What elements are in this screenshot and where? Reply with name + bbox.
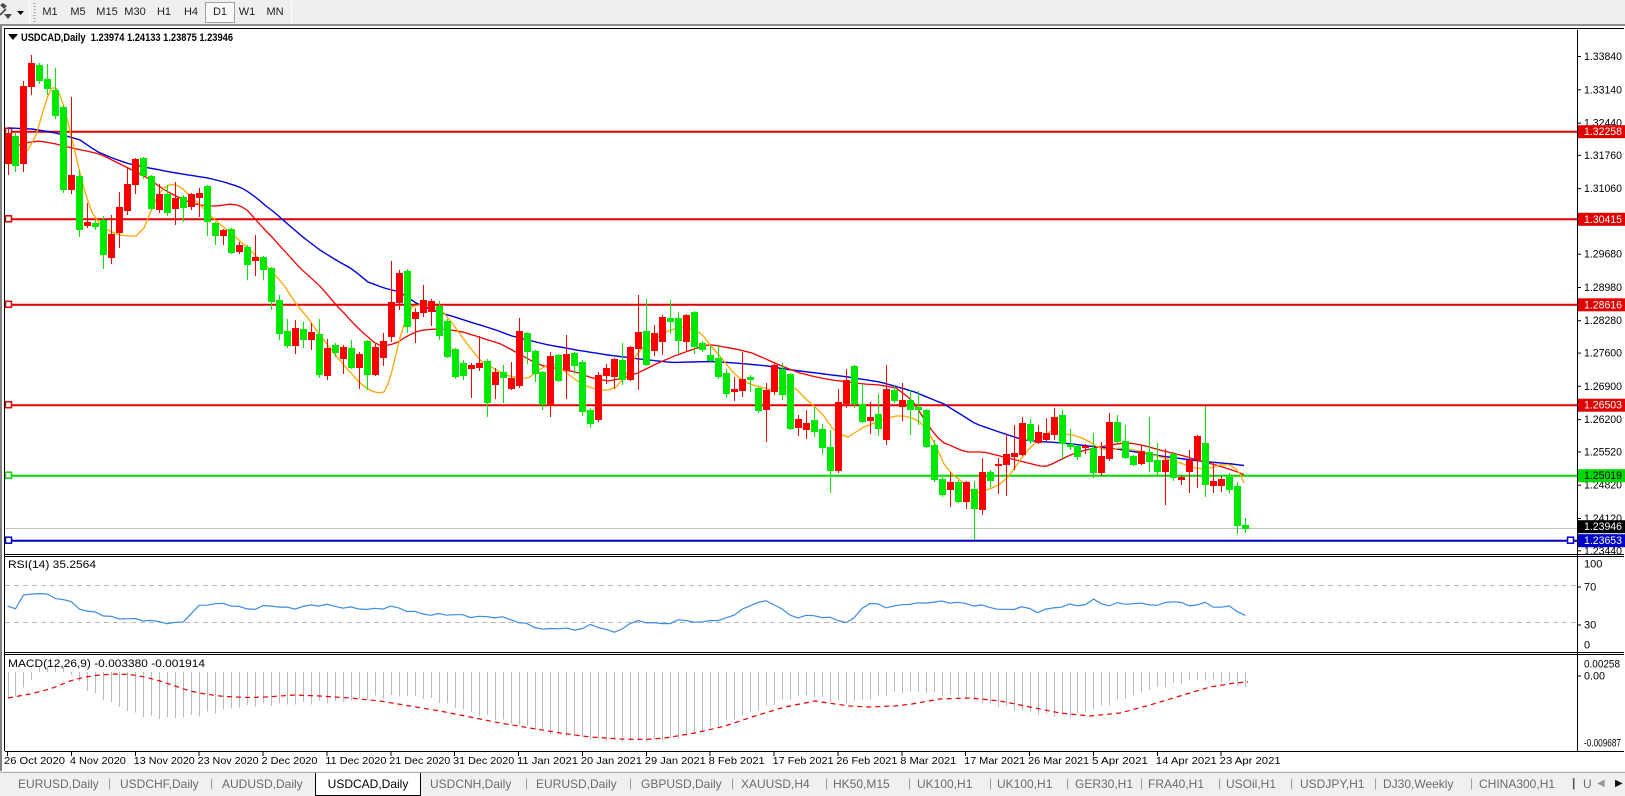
svg-text:5 Apr 2021: 5 Apr 2021	[1092, 755, 1148, 767]
svg-text:8 Feb 2021: 8 Feb 2021	[709, 755, 765, 767]
svg-text:1.31060: 1.31060	[1584, 183, 1622, 195]
svg-text:1.24820: 1.24820	[1584, 480, 1622, 492]
svg-text:2 Dec 2020: 2 Dec 2020	[262, 755, 318, 767]
svg-text:1.26900: 1.26900	[1584, 381, 1622, 393]
svg-text:1.31760: 1.31760	[1584, 150, 1622, 162]
svg-text:1.33140: 1.33140	[1584, 84, 1622, 96]
svg-text:1.25520: 1.25520	[1584, 446, 1622, 458]
svg-text:13 Nov 2020: 13 Nov 2020	[134, 755, 195, 767]
svg-text:1.29680: 1.29680	[1584, 249, 1622, 261]
svg-text:1.23653: 1.23653	[1584, 535, 1622, 547]
svg-text:4 Nov 2020: 4 Nov 2020	[70, 755, 126, 767]
svg-text:31 Dec 2020: 31 Dec 2020	[453, 755, 514, 767]
svg-text:26 Feb 2021: 26 Feb 2021	[836, 755, 897, 767]
svg-text:0.00: 0.00	[1584, 671, 1605, 683]
svg-text:26 Mar 2021: 26 Mar 2021	[1028, 755, 1089, 767]
svg-text:11 Dec 2020: 11 Dec 2020	[325, 755, 386, 767]
svg-text:1.26503: 1.26503	[1584, 400, 1622, 412]
svg-text:26 Oct 2020: 26 Oct 2020	[4, 755, 65, 767]
svg-text:USDCAD,Daily 1.23974 1.24133: USDCAD,Daily 1.23974 1.24133 1.23875 1.2…	[21, 32, 233, 44]
svg-text:1.30415: 1.30415	[1584, 214, 1622, 226]
svg-text:MACD(12,26,9) -0.003380 -0.001: MACD(12,26,9) -0.003380 -0.001914	[8, 658, 205, 670]
svg-text:0: 0	[1584, 640, 1590, 652]
svg-text:14 Apr 2021: 14 Apr 2021	[1156, 755, 1217, 767]
svg-text:1.23946: 1.23946	[1584, 521, 1622, 533]
svg-text:8 Mar 2021: 8 Mar 2021	[900, 755, 956, 767]
svg-text:30: 30	[1584, 620, 1596, 632]
svg-text:1.23440: 1.23440	[1584, 545, 1622, 557]
svg-text:1.25019: 1.25019	[1584, 470, 1622, 482]
svg-text:1.28616: 1.28616	[1584, 299, 1622, 311]
svg-text:0.00258: 0.00258	[1584, 659, 1620, 671]
svg-text:29 Jan 2021: 29 Jan 2021	[645, 755, 706, 767]
svg-text:23 Apr 2021: 23 Apr 2021	[1220, 755, 1281, 767]
svg-text:RSI(14) 35.2564: RSI(14) 35.2564	[8, 559, 96, 571]
svg-text:-0.009687: -0.009687	[1584, 738, 1621, 750]
svg-text:20 Jan 2021: 20 Jan 2021	[581, 755, 642, 767]
svg-text:1.26200: 1.26200	[1584, 414, 1622, 426]
svg-text:11 Jan 2021: 11 Jan 2021	[517, 755, 578, 767]
svg-text:17 Feb 2021: 17 Feb 2021	[773, 755, 834, 767]
svg-text:1.33840: 1.33840	[1584, 51, 1622, 63]
svg-text:1.28280: 1.28280	[1584, 315, 1622, 327]
svg-text:23 Nov 2020: 23 Nov 2020	[198, 755, 259, 767]
svg-text:100: 100	[1584, 559, 1602, 571]
svg-text:1.28980: 1.28980	[1584, 282, 1622, 294]
svg-text:70: 70	[1584, 582, 1596, 594]
svg-text:17 Mar 2021: 17 Mar 2021	[964, 755, 1025, 767]
svg-text:1.27600: 1.27600	[1584, 348, 1622, 360]
svg-text:21 Dec 2020: 21 Dec 2020	[389, 755, 450, 767]
svg-text:1.32258: 1.32258	[1584, 126, 1622, 138]
